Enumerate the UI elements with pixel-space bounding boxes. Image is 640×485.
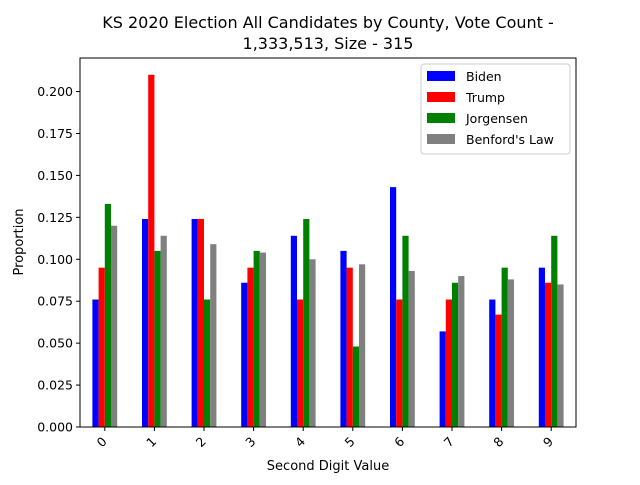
bar-jorgensen-8 bbox=[501, 267, 508, 427]
y-tick-label: 0.025 bbox=[37, 378, 73, 393]
y-tick-label: 0.000 bbox=[37, 420, 73, 435]
y-tick-label: 0.050 bbox=[37, 336, 73, 351]
bar-biden-0 bbox=[92, 299, 99, 427]
x-axis-label: Second Digit Value bbox=[267, 459, 389, 474]
bar-benford-s-law-1 bbox=[160, 235, 167, 427]
y-tick-label: 0.125 bbox=[37, 210, 73, 225]
bar-trump-4 bbox=[297, 299, 304, 427]
bar-trump-9 bbox=[545, 282, 552, 427]
legend-swatch bbox=[427, 92, 455, 102]
bar-trump-1 bbox=[148, 74, 155, 428]
legend: Biden Trump Jorgensen Benford's Law bbox=[420, 63, 571, 155]
y-axis: 0.000 0.025 0.050 0.075 0.100 0.125 0.150 0.175… bbox=[37, 84, 80, 435]
bar-biden-6 bbox=[390, 187, 397, 427]
bar-jorgensen-3 bbox=[253, 250, 260, 427]
chart-title-line-1: KS 2020 Election All Candidates by Count… bbox=[102, 13, 554, 32]
bar-biden-9 bbox=[538, 267, 545, 427]
x-tick-label: 9 bbox=[540, 434, 556, 450]
x-tick-label: 3 bbox=[242, 434, 258, 450]
chart-title-line-2: 1,333,513, Size - 315 bbox=[243, 34, 414, 53]
legend-box bbox=[420, 63, 571, 155]
bar-jorgensen-9 bbox=[551, 235, 558, 427]
y-tick-label: 0.100 bbox=[37, 252, 73, 267]
legend-label: Biden bbox=[466, 69, 502, 84]
legend-label: Benford's Law bbox=[466, 132, 554, 147]
x-tick-label: 6 bbox=[391, 434, 407, 450]
bar-jorgensen-1 bbox=[154, 250, 161, 427]
bar-benford-s-law-7 bbox=[458, 276, 465, 427]
y-tick-label: 0.200 bbox=[37, 84, 73, 99]
bars-group bbox=[92, 74, 564, 428]
bar-biden-8 bbox=[489, 299, 496, 427]
x-tick-label: 4 bbox=[292, 434, 308, 450]
bar-trump-6 bbox=[396, 299, 403, 427]
bar-benford-s-law-4 bbox=[309, 259, 316, 427]
bar-jorgensen-6 bbox=[402, 235, 409, 427]
bar-benford-s-law-3 bbox=[259, 252, 266, 427]
bar-jorgensen-4 bbox=[303, 219, 310, 427]
bar-biden-5 bbox=[340, 250, 347, 427]
x-tick-label: 8 bbox=[490, 434, 506, 450]
y-tick-label: 0.175 bbox=[37, 126, 73, 141]
bar-trump-5 bbox=[346, 267, 353, 427]
bar-biden-4 bbox=[290, 235, 297, 427]
legend-swatch bbox=[427, 71, 455, 81]
bar-jorgensen-0 bbox=[104, 203, 111, 427]
x-tick-label: 0 bbox=[94, 434, 110, 450]
legend-label: Trump bbox=[465, 90, 505, 105]
bar-trump-8 bbox=[495, 314, 502, 427]
bar-trump-0 bbox=[98, 267, 105, 427]
bar-benford-s-law-0 bbox=[111, 225, 118, 427]
legend-swatch bbox=[427, 113, 455, 123]
legend-label: Jorgensen bbox=[465, 111, 528, 126]
y-tick-label: 0.150 bbox=[37, 168, 73, 183]
bar-trump-2 bbox=[197, 219, 204, 427]
bar-jorgensen-7 bbox=[452, 282, 459, 427]
x-tick-label: 2 bbox=[193, 434, 209, 450]
chart-title: KS 2020 Election All Candidates by Count… bbox=[102, 13, 554, 53]
bar-biden-1 bbox=[142, 219, 149, 427]
bar-biden-2 bbox=[191, 219, 198, 427]
bar-jorgensen-2 bbox=[204, 299, 211, 427]
y-axis-label: Proportion bbox=[12, 208, 27, 275]
x-tick-label: 1 bbox=[143, 434, 159, 450]
x-tick-label: 7 bbox=[441, 434, 457, 450]
bar-benford-s-law-2 bbox=[210, 244, 217, 427]
bar-benford-s-law-6 bbox=[408, 271, 415, 427]
bar-benford-s-law-5 bbox=[359, 264, 366, 427]
bar-benford-s-law-9 bbox=[557, 284, 564, 427]
plot-area-frame bbox=[79, 57, 577, 428]
bar-benford-s-law-8 bbox=[507, 279, 514, 427]
y-tick-label: 0.075 bbox=[37, 294, 73, 309]
bar-jorgensen-5 bbox=[352, 346, 359, 427]
x-axis: 0 1 2 3 4 5 6 7 8 9 bbox=[94, 427, 556, 450]
x-tick-label: 5 bbox=[342, 434, 358, 450]
bar-biden-3 bbox=[241, 282, 248, 427]
bar-biden-7 bbox=[439, 331, 446, 427]
legend-swatch bbox=[427, 134, 455, 144]
bar-trump-7 bbox=[445, 299, 452, 427]
bar-trump-3 bbox=[247, 267, 254, 427]
